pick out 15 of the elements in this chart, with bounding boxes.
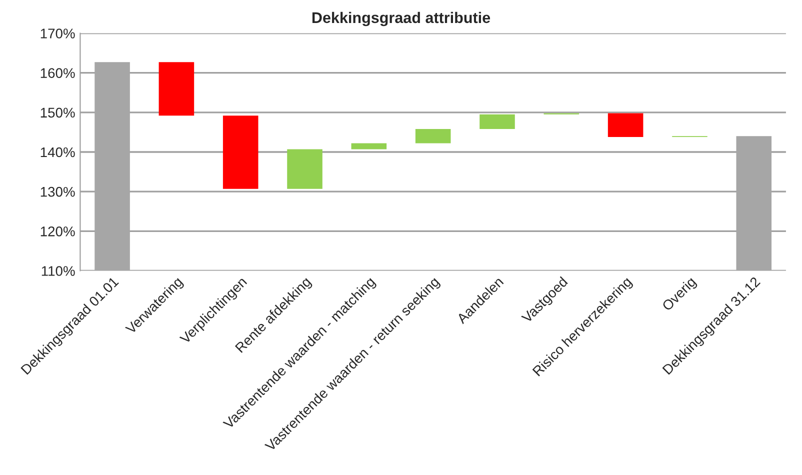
bar: [415, 129, 451, 144]
y-tick-label: 160%: [40, 68, 75, 78]
chart-title: Dekkingsgraad attributie: [312, 12, 490, 26]
y-tick-label: 130%: [40, 186, 75, 197]
y-tick-label: 140%: [40, 147, 75, 158]
y-tick-label: 120%: [40, 226, 75, 236]
bar: [608, 113, 644, 137]
bar: [158, 62, 194, 116]
y-tick-label: 110%: [42, 266, 75, 276]
bar: [480, 114, 515, 130]
bar: [287, 149, 322, 189]
bar: [222, 116, 258, 189]
y-tick-label: 150%: [40, 108, 75, 118]
y-tick-label: 170%: [40, 28, 75, 38]
bar: [351, 143, 387, 150]
